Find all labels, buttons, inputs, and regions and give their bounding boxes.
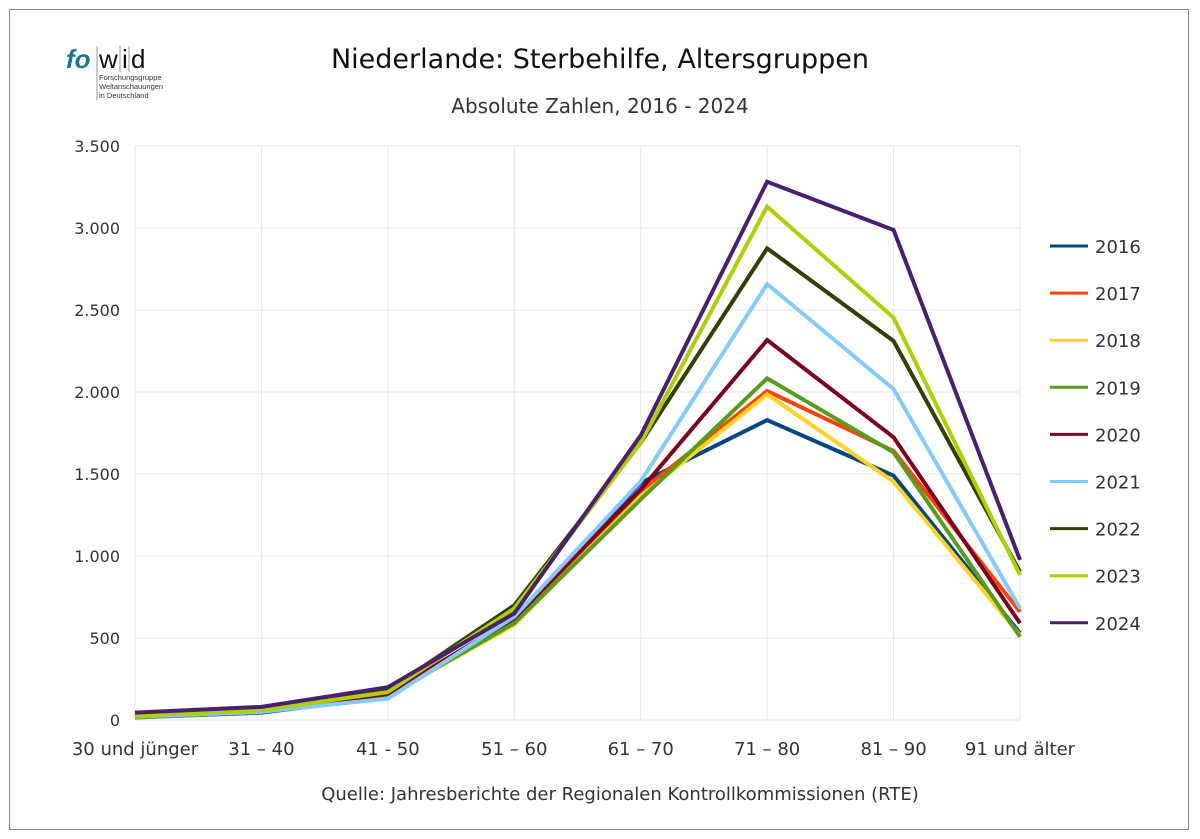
y-tick-label: 3.500: [74, 137, 120, 156]
x-tick-label: 41 - 50: [356, 739, 420, 760]
legend-label-2020: 2020: [1095, 425, 1141, 446]
x-tick-label: 61 – 70: [608, 739, 674, 760]
x-tick-label: 31 – 40: [228, 739, 294, 760]
chart-title: Niederlande: Sterbehilfe, Altersgruppen: [330, 44, 870, 75]
series-line-2021: [134, 281, 1022, 719]
chart-source: Quelle: Jahresberichte der Regionalen Ko…: [321, 784, 919, 805]
legend-label-2016: 2016: [1095, 237, 1141, 258]
x-tick-label: 30 und jünger: [72, 739, 199, 760]
legend-label-2022: 2022: [1095, 520, 1141, 541]
svg-text:w: w: [98, 44, 118, 74]
y-tick-label: 500: [89, 629, 120, 648]
series-line-2023: [134, 203, 1022, 718]
x-tick-label: 91 und älter: [965, 739, 1076, 760]
chart-frame: [9, 9, 1189, 830]
y-tick-label: 2.000: [74, 383, 120, 402]
svg-text:in Deutschland: in Deutschland: [99, 91, 149, 100]
chart-subtitle: Absolute Zahlen, 2016 - 2024: [451, 94, 749, 118]
x-tick-label: 81 – 90: [860, 739, 926, 760]
series-line-2024: [134, 179, 1022, 715]
y-tick-label: 3.000: [74, 219, 120, 238]
legend-label-2024: 2024: [1095, 614, 1141, 635]
svg-text:d: d: [131, 44, 145, 74]
x-tick-label: 51 – 60: [481, 739, 547, 760]
y-tick-label: 0: [110, 711, 120, 730]
svg-text:Forschungsgruppe: Forschungsgruppe: [99, 73, 162, 82]
y-tick-label: 2.500: [74, 301, 120, 320]
logo-graphic: fo w i d Forschungsgruppe Weltanschauung…: [66, 44, 163, 100]
legend-label-2017: 2017: [1095, 284, 1141, 305]
legend-label-2019: 2019: [1095, 378, 1141, 399]
svg-text:i: i: [122, 44, 128, 74]
x-tick-label: 71 – 80: [734, 739, 800, 760]
svg-text:fo: fo: [66, 44, 91, 74]
series-line-2022: [134, 245, 1022, 718]
y-tick-label: 1.500: [74, 465, 120, 484]
fowid-logo: fo w i d Forschungsgruppe Weltanschauung…: [66, 44, 176, 104]
y-tick-label: 1.000: [74, 547, 120, 566]
series-line-2016: [134, 417, 1022, 720]
svg-text:Weltanschauungen: Weltanschauungen: [99, 82, 163, 91]
legend-label-2018: 2018: [1095, 331, 1141, 352]
legend-label-2021: 2021: [1095, 473, 1141, 494]
legend-label-2023: 2023: [1095, 567, 1141, 588]
